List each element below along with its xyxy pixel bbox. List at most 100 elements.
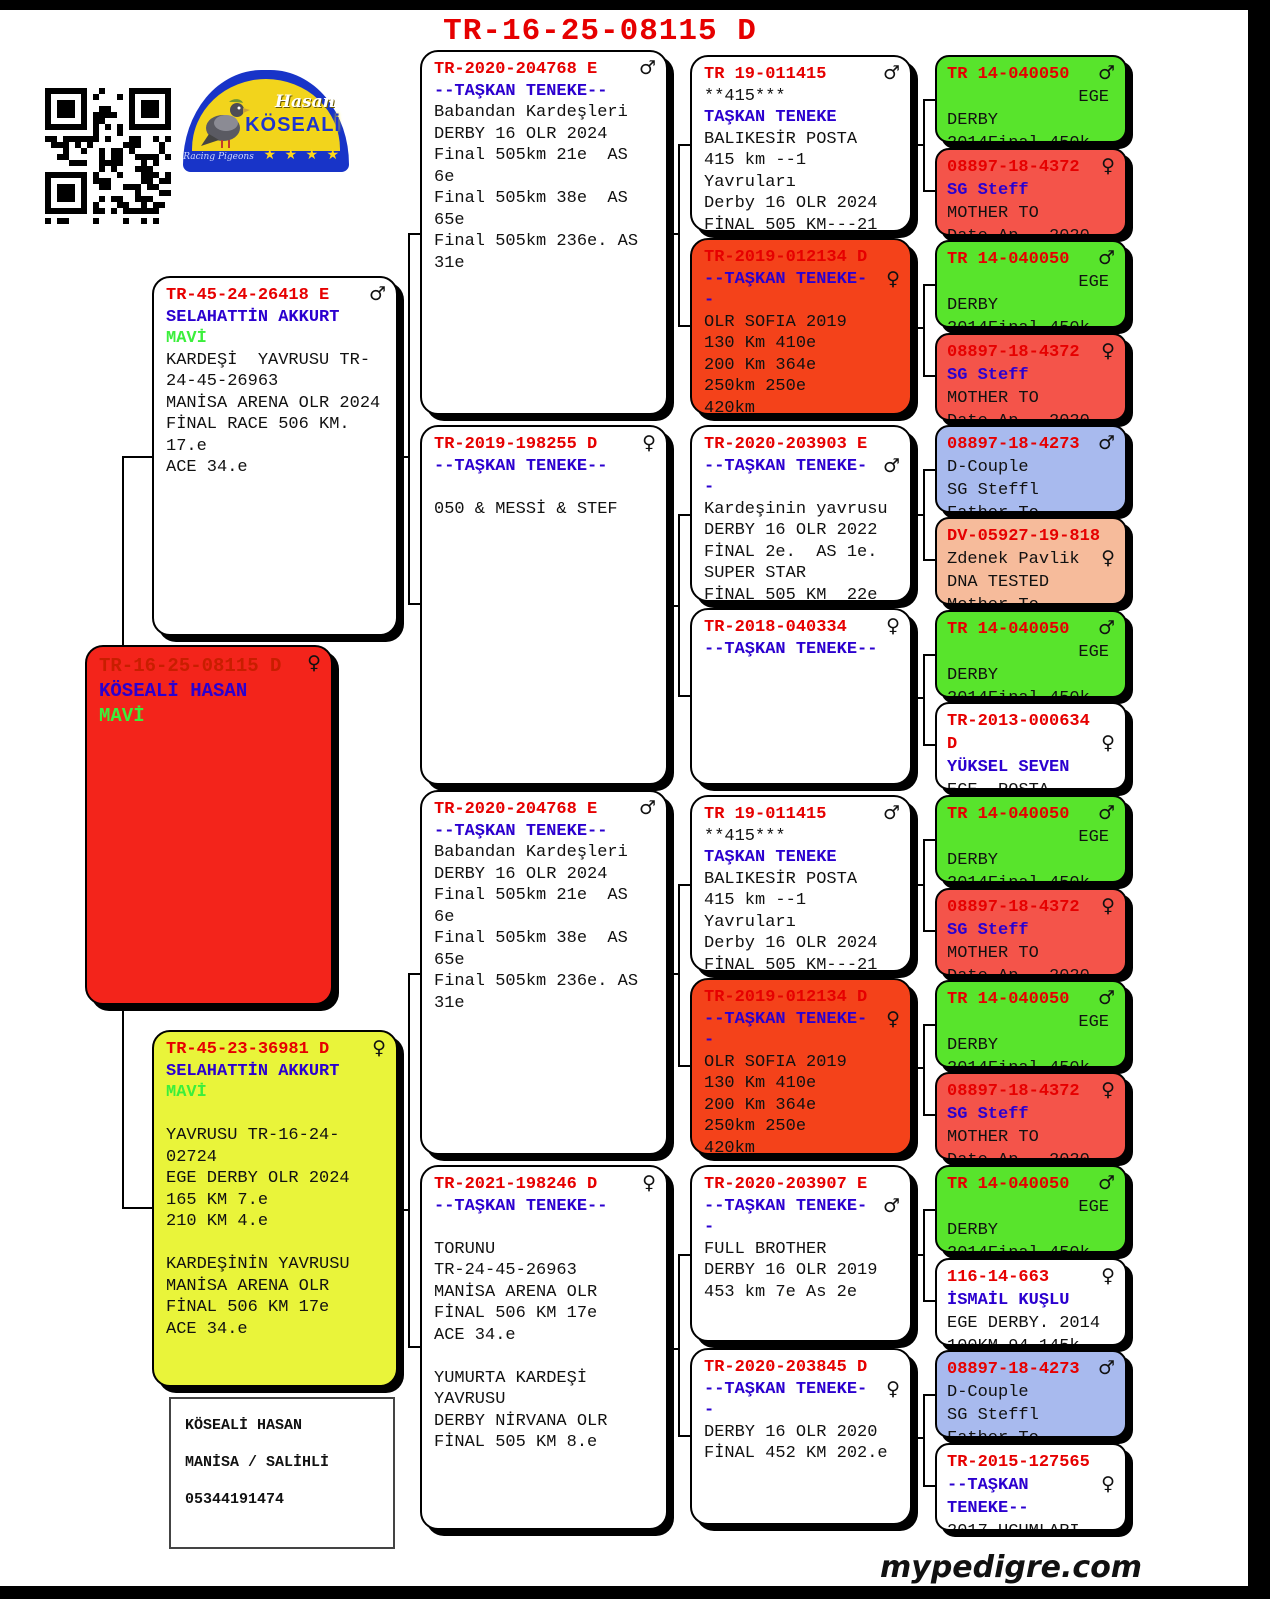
male-symbol: ♂ [368,283,386,305]
box-text-line: DV-05927-19-818 [947,527,1101,546]
pedigree-box-g5-15: ♀ TR-2015-127565 --TAŞKAN TENEKE-- 2017 UÇUM… [935,1443,1127,1531]
box-text-line: MOTHER TO [947,204,1039,223]
box-text-line: DERBY [947,666,999,685]
box-text-line: TR 14-040050 [947,620,1070,639]
box-text-line: MOTHER TO [947,944,1039,963]
box-text-line: D-Couple [947,1383,1029,1402]
box-text-line: DERBY [947,111,999,130]
pedigree-box-g3-2: ♂ TR-2020-204768 E --TAŞKAN TENEKE-- Baband… [420,790,668,1155]
logo-tagline: Racing Pigeons [183,152,254,162]
box-text-line: --TAŞKAN TENEKE- [704,269,868,289]
pedigree-box-g5-1: ♀ 08897-18-4372 SG Steff MOTHER TO Date Ap. … [935,148,1127,236]
box-text-line: TR-2018-040334 [704,618,847,637]
pedigree-box-g5-3: ♀ 08897-18-4372 SG Steff MOTHER TO Date Ap. … [935,333,1127,421]
connector-stub [918,143,925,146]
box-text-line: 420km [704,398,756,415]
pedigree-box-g4-3: ♀ TR-2018-040334 --TAŞKAN TENEKE-- [690,608,912,785]
box-text-line: FİNAL 505 KM---21 [704,215,878,232]
box-text-line: 31e [434,253,465,273]
connector-bracket [923,1394,935,1487]
box-text-line: 250km 250e [704,377,807,396]
female-symbol: ♀ [1101,340,1115,362]
box-text-line: YUMURTA KARDEŞİ [434,1368,588,1388]
box-text-line: BALIKESİR POSTA [704,129,858,149]
female-symbol: ♀ [886,268,900,290]
box-text-line: Father To [947,1427,1117,1436]
box-text-line: MOTHER TO [947,389,1039,408]
loft-logo: Hasan KÖSEALİ Racing Pigeons ★ ★ ★ ★ [183,70,349,180]
female-symbol: ♀ [1101,155,1115,177]
pedigree-box-g5-6: ♂ TR 14-040050 EGE DERBY 2014Final 450k [935,610,1127,698]
box-text-line: EGE [1078,88,1109,107]
connector-stub [404,456,410,458]
box-text-line: TR-16-25-08115 D [99,655,282,677]
box-text-line: SG Steff [947,366,1029,385]
box-text-line: Final 505km 38e AS [434,189,628,208]
box-text-line: Final 505km 236e. AS [434,972,639,991]
pedigree-box-g4-2: ♂ TR-2020-203903 E --TAŞKAN TENEKE- - Kardeş… [690,425,912,602]
box-text-line: 2014Final 450k [947,872,1117,881]
box-text-line: YÜKSEL SEVEN [947,758,1070,777]
box-text-line: FİNAL 505 KM 8.e [434,1433,598,1452]
footer-watermark: mypedigre.com [880,1550,1143,1585]
box-text-line: EGE [1078,1013,1109,1032]
pedigree-box-g4-4: ♂ TR 19-011415 **415*** TAŞKAN TENEKE BALIKE… [690,795,912,972]
box-text-line: Derby 16 OLR 2024 [704,194,878,213]
logo-stars: ★ ★ ★ ★ [263,147,341,163]
box-text-line: 420km [704,1138,756,1155]
connector-stub [918,1066,925,1069]
connector-stub [918,1253,925,1256]
box-text-line: --TAŞKAN TENEKE- [704,456,868,476]
connector-stub [918,513,925,516]
female-symbol: ♀ [372,1037,386,1059]
contact-location: MANİSA / SALİHLİ [185,1454,330,1471]
contact-phone: 05344191474 [185,1491,285,1508]
box-text-line: 02724 [166,1147,218,1167]
box-text-line: Yavruları [704,912,796,932]
box-text-line: DERBY [947,1036,999,1055]
male-symbol: ♂ [1097,1357,1115,1379]
box-text-line: YAVRUSU [434,1390,506,1409]
box-text-line: Babandan Kardeşleri [434,843,628,862]
box-text-line: BALIKESİR POSTA [704,869,858,889]
box-text-line: Father To [947,502,1117,511]
box-text-line: 415 km --1 [704,151,807,170]
pedigree-box-g5-9: ♀ 08897-18-4372 SG Steff MOTHER TO Date Ap. … [935,888,1127,976]
logo-bottom-strip: Racing Pigeons ★ ★ ★ ★ [183,146,349,172]
box-text-line: DERBY 16 OLR 2024 [434,864,608,884]
box-text-line: KARDEŞİ YAVRUSU TR- [166,350,371,370]
connector-bracket [923,654,935,746]
box-text-line: 250km 250e [704,1117,807,1136]
female-symbol: ♀ [886,615,900,637]
box-text-line: 200 Km 364e [704,1095,817,1115]
box-text-line [166,1233,386,1255]
box-text-line: DERBY 16 OLR 2020 [704,1422,878,1442]
box-text-line: FULL BROTHER [704,1239,827,1259]
box-text-line: --TAŞKAN [947,1476,1029,1495]
box-text-line: 2014Final 450k [947,1242,1117,1251]
box-text-line: --TAŞKAN TENEKE- [704,1196,868,1216]
box-text-line: 65e [434,210,465,230]
connector-bracket [923,99,935,192]
connector-bracket [408,232,420,605]
box-text-line: TR-2019-012134 D [704,988,868,1007]
box-text-line: Date Ap. 2020 [947,225,1117,234]
box-text-line: FİNAL 452 KM 202.e [704,1444,888,1463]
pedigree-box-g5-14: ♂ 08897-18-4273 D-Couple SG Steffl Father To [935,1350,1127,1438]
box-text-line: TR-2019-198255 D [434,435,598,454]
box-text-line: 31e [434,993,465,1013]
box-text-line: DERBY 16 OLR 2019 [704,1261,878,1280]
box-text-line: SG Steff [947,1105,1029,1124]
box-text-line: OLR SOFIA 2019 [704,312,847,332]
box-text-line: DERBY 16 OLR 2024 [434,124,608,144]
male-symbol: ♂ [1097,802,1115,824]
connector-stub [674,972,680,975]
box-text-line: - [704,478,715,497]
box-text-line: TENEKE-- [947,1499,1029,1518]
box-text-line: 24-45-26963 [166,372,279,391]
pedigree-box-g3-0: ♂ TR-2020-204768 E --TAŞKAN TENEKE-- Baband… [420,50,668,415]
male-symbol: ♂ [1097,987,1115,1009]
box-text-line: Kardeşinin yavrusu [704,499,888,519]
pedigree-box-g4-1: ♀ TR-2019-012134 D --TAŞKAN TENEKE- - OLR SO… [690,238,912,415]
box-text-line: --TAŞKAN TENEKE-- [434,821,608,841]
